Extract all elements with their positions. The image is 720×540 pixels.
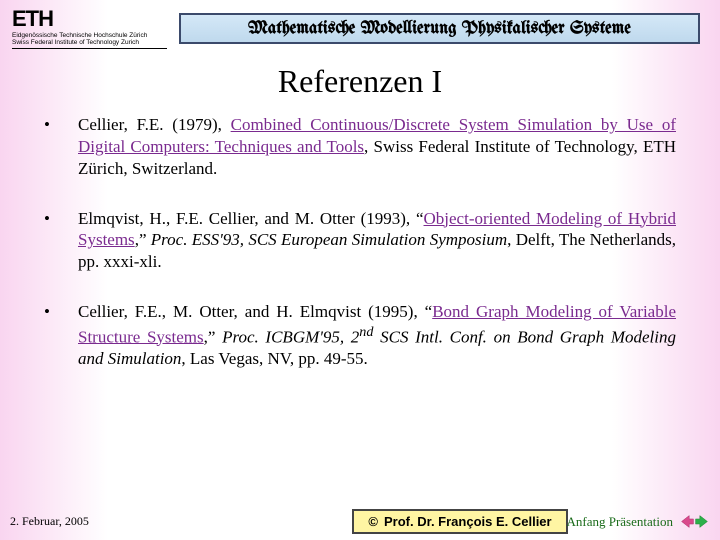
nav-label[interactable]: Anfang Präsentation (566, 514, 673, 530)
reference-item: • Elmqvist, H., F.E. Cellier, and M. Ott… (44, 208, 676, 273)
page-title: Referenzen I (0, 63, 720, 100)
references-list: • Cellier, F.E. (1979), Combined Continu… (0, 114, 720, 369)
bullet: • (44, 301, 78, 370)
author-name: Prof. Dr. François E. Cellier (384, 514, 552, 529)
slide-date: 2. Februar, 2005 (10, 514, 210, 529)
nav-controls: Anfang Präsentation (566, 513, 710, 530)
bullet: • (44, 114, 78, 179)
reference-text: Cellier, F.E., M. Otter, and H. Elmqvist… (78, 301, 676, 370)
eth-subtitle: Eidgenössische Technische Hochschule Zür… (12, 32, 167, 49)
header-bar: ETH Eidgenössische Technische Hochschule… (0, 0, 720, 53)
course-title-box: Mathematische Modellierung Physikalische… (179, 13, 700, 44)
eth-logo: ETH (12, 8, 167, 30)
bullet: • (44, 208, 78, 273)
author-box: © Prof. Dr. François E. Cellier (352, 509, 567, 534)
footer-bar: 2. Februar, 2005 © Prof. Dr. François E.… (0, 509, 720, 534)
reference-text: Cellier, F.E. (1979), Combined Continuou… (78, 114, 676, 179)
next-arrow-icon[interactable] (693, 513, 710, 530)
reference-item: • Cellier, F.E., M. Otter, and H. Elmqvi… (44, 301, 676, 370)
reference-text: Elmqvist, H., F.E. Cellier, and M. Otter… (78, 208, 676, 273)
reference-item: • Cellier, F.E. (1979), Combined Continu… (44, 114, 676, 179)
eth-logo-block: ETH Eidgenössische Technische Hochschule… (12, 8, 167, 49)
copyright-icon: © (368, 514, 378, 529)
